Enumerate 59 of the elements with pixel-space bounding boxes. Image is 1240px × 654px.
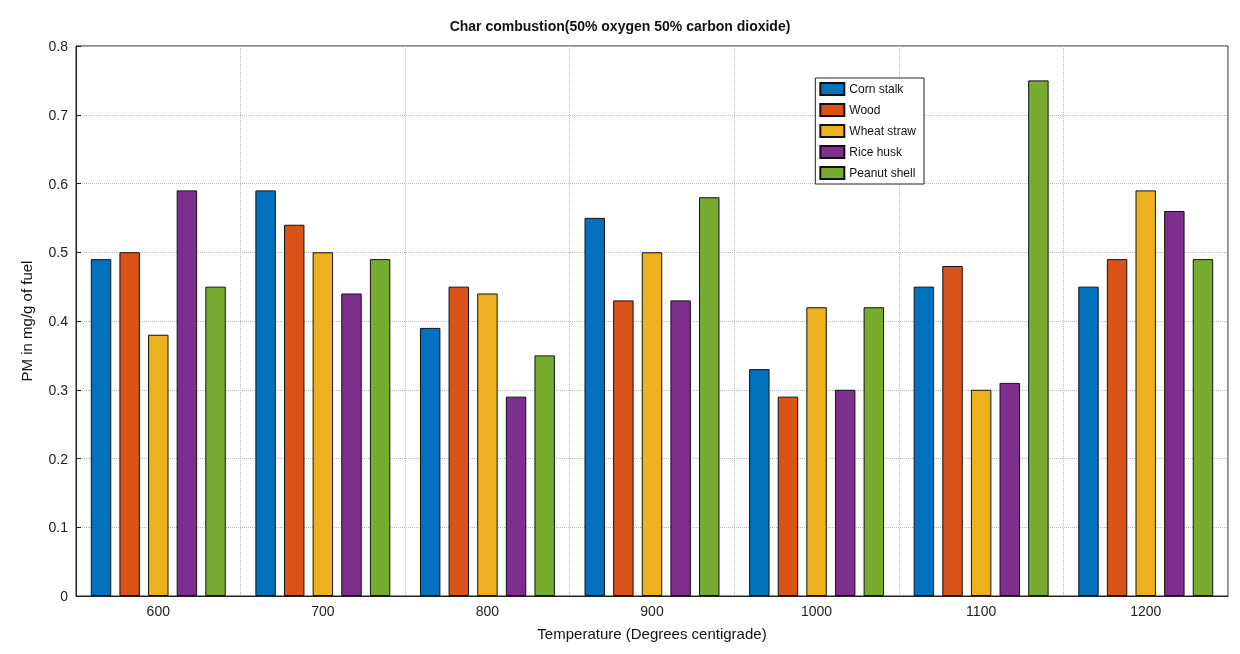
bar: [584, 217, 605, 596]
y-tick-label: 0.6: [48, 175, 69, 192]
bar: [1106, 259, 1128, 596]
bar: [255, 190, 276, 596]
x-tick-label: 800: [475, 603, 500, 619]
y-tick-label: 0.7: [48, 106, 69, 123]
bar: [477, 293, 498, 596]
bar: [90, 259, 112, 596]
bar: [1164, 211, 1185, 596]
bar: [148, 334, 169, 596]
bar: [1135, 190, 1156, 596]
bar: [312, 252, 334, 596]
bar: [176, 190, 198, 596]
bar: [777, 396, 799, 596]
bar: [670, 300, 691, 596]
bar: [970, 389, 992, 596]
x-tick-label: 1000: [800, 603, 833, 619]
bar: [749, 369, 770, 596]
bar: [942, 266, 963, 596]
legend-label: Wheat straw: [849, 124, 917, 138]
bar: [205, 286, 226, 596]
bar: [806, 307, 827, 596]
bar: [284, 224, 305, 596]
y-tick-label: 0: [60, 588, 69, 604]
bar: [505, 396, 527, 596]
y-tick-label: 0.3: [48, 381, 69, 398]
legend-label: Corn stalk: [849, 82, 905, 96]
bar: [1192, 259, 1214, 596]
bar: [1078, 286, 1099, 596]
bar: [448, 286, 470, 596]
y-tick-label: 0.2: [48, 450, 69, 467]
bar: [341, 293, 362, 596]
chart-title: Char combustion(50% oxygen 50% carbon dioxide): [449, 18, 791, 34]
y-tick-label: 0.4: [48, 313, 69, 329]
y-tick-label: 0.5: [48, 244, 69, 261]
bar: [834, 389, 856, 596]
bar: [999, 382, 1020, 596]
legend-label: Wood: [849, 103, 881, 117]
x-tick-label: 1100: [966, 603, 997, 619]
bar: [613, 300, 634, 596]
x-tick-label: 1200: [1130, 603, 1162, 619]
x-tick-label: 600: [146, 603, 171, 619]
bar: [419, 327, 441, 596]
x-tick-label: 700: [311, 603, 335, 619]
legend-label: Peanut shell: [849, 166, 916, 180]
x-axis-title: Temperature (Degrees centigrade): [537, 625, 767, 642]
x-tick-label: 900: [640, 603, 664, 619]
y-tick-label: 0.1: [48, 519, 69, 536]
bar: [699, 197, 720, 596]
bar: [119, 252, 140, 596]
bar: [863, 307, 885, 596]
bar: [1028, 80, 1049, 596]
bar: [534, 355, 555, 596]
y-tick-label: 0.8: [48, 38, 69, 54]
y-axis-title: PM in mg/g of fuel: [18, 260, 35, 382]
bar: [913, 286, 935, 596]
legend-label: Rice husk: [849, 145, 903, 159]
bar: [641, 252, 663, 596]
bar: [369, 259, 391, 596]
